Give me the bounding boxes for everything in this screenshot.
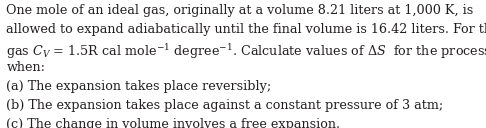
Text: (c) The change in volume involves a free expansion.: (c) The change in volume involves a free… <box>6 118 340 128</box>
Text: (b) The expansion takes place against a constant pressure of 3 atm;: (b) The expansion takes place against a … <box>6 99 443 112</box>
Text: when:: when: <box>6 61 45 74</box>
Text: allowed to expand adiabatically until the final volume is 16.42 liters. For the: allowed to expand adiabatically until th… <box>6 23 486 36</box>
Text: One mole of an ideal gas, originally at a volume 8.21 liters at 1,000 K, is: One mole of an ideal gas, originally at … <box>6 4 473 17</box>
Text: gas $C_V$ = 1.5R cal mole$^{-1}$ degree$^{-1}$. Calculate values of $\Delta S$  : gas $C_V$ = 1.5R cal mole$^{-1}$ degree$… <box>6 42 486 61</box>
Text: (a) The expansion takes place reversibly;: (a) The expansion takes place reversibly… <box>6 80 272 93</box>
